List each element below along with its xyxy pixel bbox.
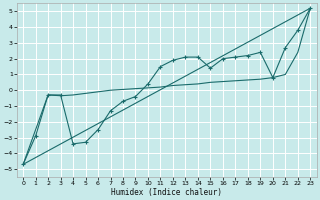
X-axis label: Humidex (Indice chaleur): Humidex (Indice chaleur)	[111, 188, 222, 197]
